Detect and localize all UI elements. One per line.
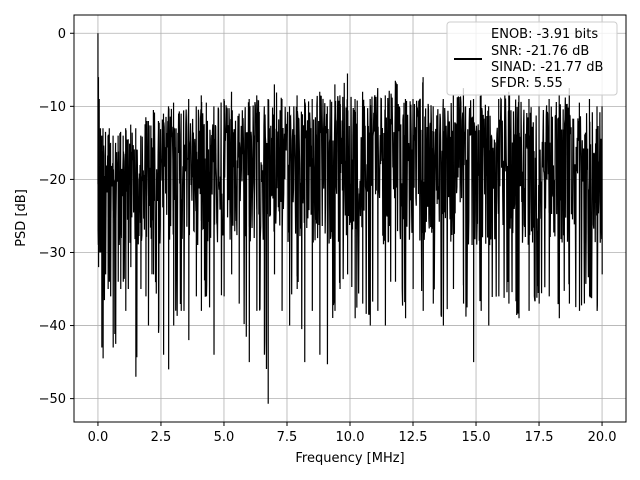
x-tick-label: 20.0 [588, 430, 617, 445]
x-tick-label: 17.5 [525, 430, 554, 445]
x-tick-label: 7.5 [277, 430, 298, 445]
x-axis-label: Frequency [MHz] [295, 451, 404, 466]
legend-line-sinad: SINAD: -21.77 dB [491, 60, 603, 75]
psd-line [97, 33, 603, 404]
x-tick-label: 0.0 [88, 430, 109, 445]
y-axis-label: PSD [dB] [14, 189, 29, 247]
legend-line-sfdr: SFDR: 5.55 [491, 76, 563, 91]
series-psd [97, 33, 603, 404]
y-tick-label: −50 [39, 392, 66, 407]
y-tick-label: −20 [39, 173, 66, 188]
legend: ENOB: -3.91 bits SNR: -21.76 dB SINAD: -… [446, 21, 618, 96]
legend-line-snr: SNR: -21.76 dB [491, 44, 589, 59]
legend-line-enob: ENOB: -3.91 bits [491, 27, 598, 42]
x-tick-label: 12.5 [399, 430, 428, 445]
x-tick-label: 5.0 [214, 430, 235, 445]
y-tick-label: −30 [39, 246, 66, 261]
legend-box [446, 21, 618, 96]
y-tick-label: 0 [58, 27, 66, 42]
x-axis: 0.0 2.5 5.0 7.5 10.0 12.5 15.0 17.5 20.0 [88, 422, 617, 445]
y-tick-label: −10 [39, 100, 66, 115]
x-tick-label: 2.5 [151, 430, 172, 445]
y-tick-label: −40 [39, 319, 66, 334]
x-tick-label: 15.0 [462, 430, 491, 445]
y-axis: 0 −10 −20 −30 −40 −50 [39, 27, 74, 407]
x-tick-label: 10.0 [336, 430, 365, 445]
